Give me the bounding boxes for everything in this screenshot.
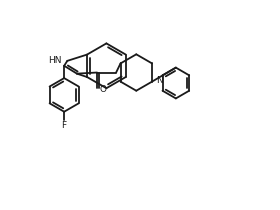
Text: O: O xyxy=(100,85,107,94)
Text: N: N xyxy=(157,76,163,85)
Text: HN: HN xyxy=(48,56,61,65)
Text: F: F xyxy=(62,121,67,130)
